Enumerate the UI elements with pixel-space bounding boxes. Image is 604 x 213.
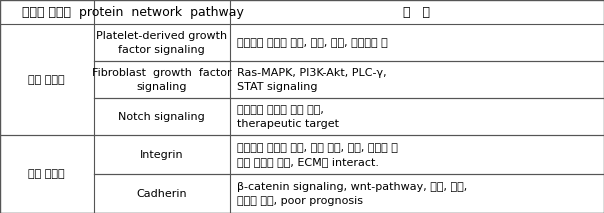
Text: 대장암 세포주: 대장암 세포주 [22, 6, 71, 19]
Text: protein  network  pathway: protein network pathway [79, 6, 244, 19]
Text: 암세포의 성장과 생존, 침윤, 전이, 혁관생성 등: 암세포의 성장과 생존, 침윤, 전이, 혁관생성 등 [237, 38, 388, 48]
Text: Platelet-derived growth
factor signaling: Platelet-derived growth factor signaling [96, 31, 227, 55]
Text: Cadherin: Cadherin [137, 189, 187, 199]
Text: 남성 세포주: 남성 세포주 [28, 169, 65, 179]
Text: 여성 세포주: 여성 세포주 [28, 75, 65, 85]
Text: Fibroblast  growth  factor
signaling: Fibroblast growth factor signaling [92, 68, 231, 92]
Text: 기   능: 기 능 [403, 6, 430, 19]
Text: Ras-MAPK, PI3K-Akt, PLC-γ,
STAT signaling: Ras-MAPK, PI3K-Akt, PLC-γ, STAT signalin… [237, 68, 387, 92]
Text: 암세포의 증식과 생존 관여,
therapeutic target: 암세포의 증식과 생존 관여, therapeutic target [237, 105, 339, 129]
Text: β-catenin signaling, wnt-pathway, 침윤, 전이,
분화능 소실, poor prognosis: β-catenin signaling, wnt-pathway, 침윤, 전이… [237, 182, 467, 206]
Text: Notch signaling: Notch signaling [118, 112, 205, 122]
Text: Integrin: Integrin [140, 150, 184, 160]
Text: 암세포의 증식과 생존, 혁관 생성, 전이, 대장암 환
자의 생존율 감소, ECM과 interact.: 암세포의 증식과 생존, 혁관 생성, 전이, 대장암 환 자의 생존율 감소,… [237, 143, 398, 167]
